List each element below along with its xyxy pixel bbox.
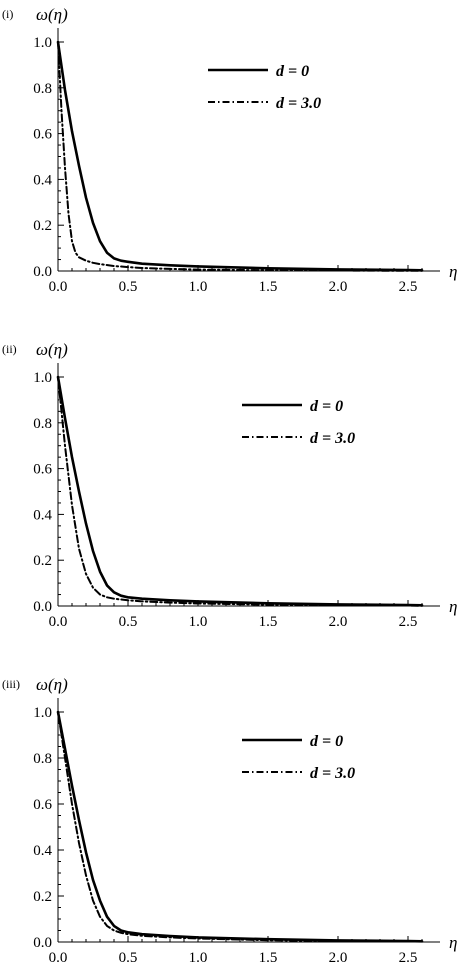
x-tick-label: 0.0 [49,279,68,295]
x-axis-label: η [449,262,457,281]
y-tick-label: 0.2 [33,553,52,569]
legend-label: d = 0 [276,63,309,80]
x-axis-label: η [449,597,457,616]
x-tick-label: 0.5 [119,614,138,630]
y-axis-label: ω(η) [36,675,68,694]
series-line-d0 [56,375,424,607]
x-tick-label: 0.5 [119,279,138,295]
y-axis-label: ω(η) [36,5,68,24]
y-tick-label: 0.6 [33,797,52,813]
legend-label: d = 0 [310,398,343,415]
legend-label: d = 0 [310,733,343,750]
chart-panel-2: (ii) ω(η) η 0.0 0.5 1.0 1.5 2.0 2.5 0.0 0.2 0.4 0.6 0… [2,340,457,630]
y-tick-label: 0.4 [33,507,52,523]
y-tick-label: 0.4 [33,843,52,859]
x-tick-label: 0.0 [49,950,68,965]
x-axis-label: η [449,933,457,952]
x-tick-label: 0.5 [119,950,138,965]
y-tick-label: 0.2 [33,218,52,234]
x-tick-label: 2.0 [329,950,348,965]
y-tick-label: 0.8 [33,416,52,432]
legend-label: d = 3.0 [310,765,355,782]
y-tick-label: 0.2 [33,889,52,905]
x-tick-label: 0.0 [49,614,68,630]
series-line-d3 [57,711,423,943]
y-tick-label: 0.6 [33,127,52,143]
chart-panel-1: (i) ω(η) η 0.0 0.5 1.0 1.5 2.0 2.5 0.0 0.2 0.4 0.6 0.… [2,5,457,295]
y-tick-label: 1.0 [33,370,52,386]
y-tick-label: 0.0 [33,264,52,280]
x-tick-label: 2.0 [329,279,348,295]
y-tick-label: 0.0 [33,599,52,615]
legend-label: d = 3.0 [310,430,355,447]
series-line-d0 [56,40,424,272]
y-tick-label: 0.6 [33,462,52,478]
series-line-d3 [57,376,423,607]
chart-panel-3: (iii) ω(η) η 0.0 0.5 1.0 1.5 2.0 2.5 0.0 0.2 0.4 0.6… [2,675,457,965]
x-tick-label: 1.0 [189,279,208,295]
y-tick-label: 0.8 [33,751,52,767]
legend-label: d = 3.0 [276,95,321,112]
x-tick-label: 1.5 [259,950,278,965]
y-tick-label: 0.8 [33,81,52,97]
x-tick-label: 1.5 [259,279,278,295]
x-tick-label: 2.5 [399,614,418,630]
y-tick-label: 1.0 [33,35,52,51]
x-tick-label: 2.5 [399,950,418,965]
series-line-d0 [56,710,424,943]
panel-label: (i) [2,7,13,21]
panel-label: (ii) [2,342,17,356]
x-tick-label: 1.0 [189,950,208,965]
panel-label: (iii) [2,677,20,691]
x-tick-label: 2.0 [329,614,348,630]
x-tick-label: 2.5 [399,279,418,295]
series-line-d3 [57,41,423,272]
y-axis-label: ω(η) [36,340,68,359]
x-tick-label: 1.5 [259,614,278,630]
y-tick-label: 0.0 [33,935,52,951]
y-tick-label: 0.4 [33,172,52,188]
x-tick-label: 1.0 [189,614,208,630]
y-tick-label: 1.0 [33,705,52,721]
